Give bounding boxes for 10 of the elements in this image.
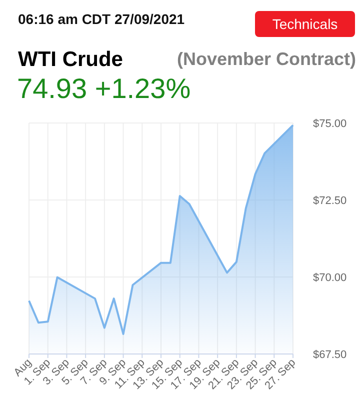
text: 06:16 am CDT 27/09/2021 bbox=[18, 11, 185, 27]
y-tick-label: $75.00 bbox=[313, 118, 347, 130]
chart-title: WTI Crude bbox=[18, 48, 123, 71]
y-tick-label: $67.50 bbox=[313, 349, 347, 361]
text: Technicals bbox=[272, 16, 338, 32]
y-tick-label: $72.50 bbox=[313, 195, 347, 207]
y-tick-label: $70.00 bbox=[313, 272, 347, 284]
chart-subtitle: (November Contract) bbox=[176, 49, 356, 69]
text: 74.93 +1.23% bbox=[17, 73, 191, 104]
x-tick-label: Aug bbox=[12, 356, 34, 379]
